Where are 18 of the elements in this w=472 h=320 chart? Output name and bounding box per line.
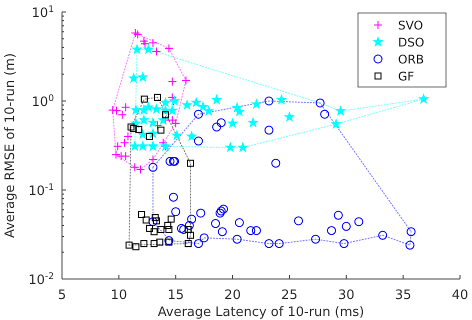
x-tick-label: 30 [338,288,355,303]
x-tick-label: 35 [394,288,412,303]
y-tick-label: 10$^{-2}$ [28,272,54,288]
legend-label: ORB [398,52,424,66]
x-axis-title: Average Latency of 10-run (ms) [158,305,364,320]
x-tick-label: 20 [224,288,241,303]
y-tick-label: 10$^{-1}$ [28,183,54,199]
y-tick-label: 10$^{1}$ [32,5,54,21]
x-tick-label: 5 [58,288,66,303]
x-tick-label: 40 [452,288,468,303]
legend-label: GF [398,70,414,84]
x-tick-label: 25 [281,288,298,303]
legend-label: DSO [398,36,424,50]
legend-label: SVO [398,18,424,32]
x-tick-label: 10 [110,288,128,303]
x-tick-label: 15 [167,288,184,303]
y-axis-title: Average RMSE of 10-run (m) [3,52,18,238]
y-tick-label: 10$^{0}$ [32,94,54,110]
